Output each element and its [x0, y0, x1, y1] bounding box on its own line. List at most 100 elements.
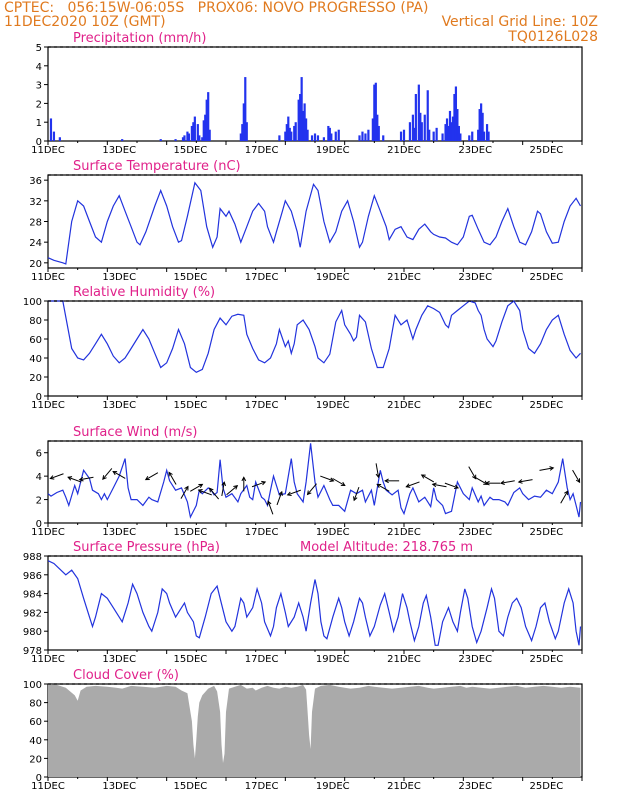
wind-arrow-head	[405, 483, 411, 488]
precip-bar	[441, 133, 444, 141]
x-tick-label: 17DEC	[245, 654, 279, 665]
precip-bar	[376, 114, 379, 141]
wind-arrow	[468, 466, 477, 479]
x-tick-label: 23DEC	[458, 781, 492, 792]
y-tick-label: 4	[36, 472, 42, 483]
series-line	[47, 560, 582, 646]
y-tick-label: 20	[29, 373, 42, 384]
wind-arrow	[190, 483, 203, 492]
y-tick-label: 60	[29, 717, 42, 728]
precip-bar	[121, 139, 124, 141]
precip-bar	[202, 120, 205, 141]
precip-bar	[288, 127, 291, 141]
wind-arrow-head	[112, 470, 118, 476]
precip-bar	[444, 124, 447, 141]
precip-bar	[285, 124, 288, 141]
precip-bar	[204, 114, 207, 141]
header-grid-info: Vertical Grid Line: 10Z	[441, 14, 598, 30]
cloud-cover-area	[48, 684, 581, 777]
precip-bar	[481, 112, 484, 141]
precip-bar	[367, 129, 370, 141]
precip-bar	[305, 118, 308, 141]
wind-arrow	[500, 480, 515, 484]
precip-bar	[183, 135, 186, 141]
precip-bar	[361, 131, 364, 141]
precip-bar	[186, 131, 189, 141]
wind-arrow-head	[353, 496, 358, 502]
y-tick-label: 36	[29, 176, 42, 187]
x-tick-label: 19DEC	[316, 654, 350, 665]
precip-bar	[382, 135, 385, 141]
precip-bar	[328, 127, 331, 141]
precip-bar	[290, 131, 293, 141]
wind-arrow	[276, 491, 283, 506]
wind-arrow-head	[517, 479, 523, 484]
y-tick-label: 24	[29, 238, 42, 249]
wind-arrow-head	[431, 482, 437, 488]
x-tick-label: 17DEC	[245, 781, 279, 792]
x-tick-label: 15DEC	[174, 145, 208, 156]
x-tick-label: 23DEC	[458, 400, 492, 411]
precip-bar	[242, 103, 245, 141]
precip-bar	[411, 114, 414, 141]
wind-arrow-head	[340, 481, 346, 487]
precip-bar	[419, 112, 422, 141]
wind-arrow	[67, 476, 82, 483]
wind-arrow	[406, 481, 420, 488]
wind-arrow-head	[306, 490, 312, 496]
precip-bar	[468, 135, 471, 141]
x-tick-label: 21DEC	[387, 654, 421, 665]
precip-bar	[374, 82, 377, 141]
precip-bar	[293, 125, 296, 141]
precip-bar	[358, 135, 361, 141]
x-tick-label: 11DEC	[31, 527, 65, 538]
precip-bar	[432, 131, 435, 141]
precip-bar	[316, 135, 320, 141]
x-tick-label: 13DEC	[102, 527, 136, 538]
x-tick-label: 13DEC	[102, 781, 136, 792]
wind-arrow-head	[420, 474, 426, 479]
x-tick-label: 17DEC	[245, 272, 279, 283]
x-tick-label: 25DEC	[530, 145, 564, 156]
y-tick-label: 0	[36, 137, 42, 148]
precip-bar	[420, 122, 423, 141]
wind-arrow-head	[278, 490, 283, 496]
wind-arrow	[332, 478, 346, 486]
x-tick-label: 15DEC	[174, 654, 208, 665]
x-tick-label: 23DEC	[458, 527, 492, 538]
precip-bar	[239, 133, 242, 141]
y-tick-label: 988	[23, 552, 42, 563]
y-tick-label: 978	[23, 646, 42, 657]
precip-bar	[313, 133, 317, 141]
panel-title: Relative Humidity (%)	[73, 285, 215, 300]
precip-bar	[201, 137, 204, 141]
precip-bar	[49, 118, 53, 141]
wind-arrow	[209, 488, 220, 500]
precip-bar	[196, 124, 199, 141]
precip-bar	[300, 77, 303, 141]
precip-bar	[456, 109, 459, 141]
wind-arrow	[145, 472, 159, 481]
precip-bar	[413, 127, 416, 141]
x-tick-label: 11DEC	[31, 272, 65, 283]
precip-bar	[244, 77, 247, 141]
wind-arrow-head	[168, 471, 173, 477]
x-tick-label: 11DEC	[31, 654, 65, 665]
precip-bar	[327, 125, 330, 141]
y-tick-label: 5	[36, 43, 42, 54]
wind-arrow-head	[267, 500, 272, 506]
precip-bar	[451, 116, 455, 141]
wind-arrow	[112, 471, 126, 479]
precip-bar	[445, 118, 449, 141]
precip-bar	[174, 139, 177, 141]
series-line	[47, 181, 582, 265]
wind-arrow	[307, 483, 317, 495]
x-tick-label: 15DEC	[174, 527, 208, 538]
wind-arrow-head	[499, 480, 505, 485]
wind-arrow-head	[197, 489, 203, 494]
precip-bar	[198, 135, 201, 141]
wind-arrow	[267, 501, 274, 515]
x-tick-label: 19DEC	[316, 400, 350, 411]
